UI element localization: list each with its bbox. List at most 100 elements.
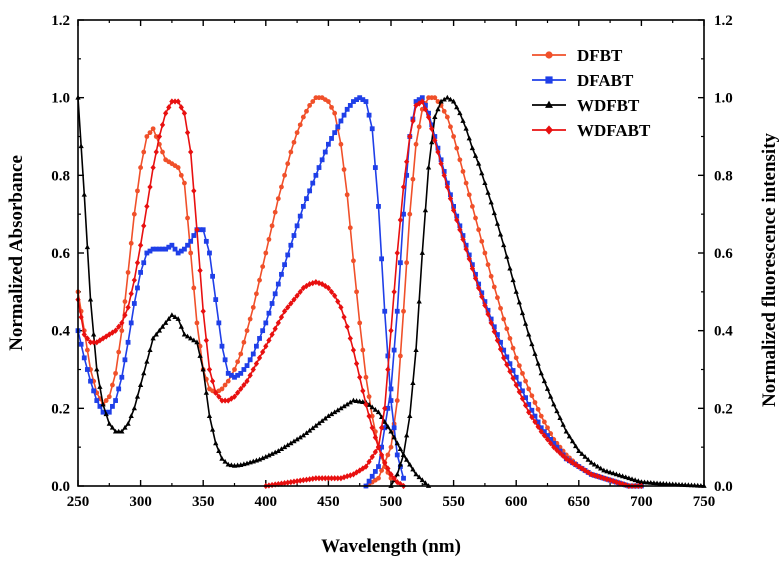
data-point — [379, 444, 385, 450]
data-point — [275, 196, 281, 202]
data-point — [513, 355, 519, 361]
data-point — [197, 227, 203, 233]
data-point — [454, 104, 460, 110]
data-point — [319, 418, 325, 423]
data-point — [407, 461, 413, 467]
data-point — [241, 339, 247, 345]
data-point — [419, 477, 425, 483]
data-point — [303, 476, 310, 483]
data-point — [416, 474, 422, 480]
data-point — [341, 474, 347, 481]
data-point — [160, 246, 165, 252]
legend-item-dfabt: DFABT — [532, 71, 634, 90]
data-point — [112, 327, 119, 334]
data-point — [294, 478, 300, 485]
data-point — [172, 98, 178, 105]
y-left-tick-label: 1.0 — [51, 91, 70, 107]
data-point — [125, 304, 131, 311]
data-point — [632, 477, 638, 483]
x-tick-label: 700 — [630, 494, 653, 510]
data-point — [466, 192, 472, 198]
data-point — [432, 95, 438, 101]
data-point — [354, 289, 359, 295]
data-point — [466, 252, 472, 258]
legend-marker — [545, 125, 553, 135]
x-tick-label: 450 — [317, 494, 340, 510]
data-point — [294, 223, 300, 229]
data-point — [404, 432, 410, 438]
data-point — [447, 96, 454, 102]
data-point — [435, 145, 441, 151]
data-point — [332, 110, 338, 116]
data-point — [629, 476, 635, 482]
data-point — [482, 299, 488, 304]
data-point — [141, 260, 147, 266]
data-point — [150, 246, 156, 252]
data-point — [300, 284, 306, 292]
data-point — [385, 405, 391, 411]
data-point — [231, 393, 238, 400]
data-point — [495, 295, 500, 301]
data-point — [357, 374, 363, 381]
data-point — [376, 475, 381, 481]
data-point — [266, 310, 272, 316]
data-point — [507, 361, 513, 367]
data-point — [519, 310, 526, 316]
data-point — [516, 381, 522, 387]
data-point — [382, 405, 388, 412]
data-point — [532, 400, 538, 405]
data-point — [526, 402, 532, 407]
data-point — [444, 183, 450, 191]
data-point — [378, 424, 385, 431]
data-point — [491, 324, 497, 330]
data-point — [291, 438, 297, 444]
data-point — [366, 394, 372, 400]
data-point — [460, 233, 466, 238]
data-point — [388, 386, 394, 392]
data-point — [288, 478, 294, 486]
data-point — [88, 378, 93, 384]
data-point — [184, 333, 191, 339]
data-point — [116, 349, 122, 355]
data-point — [200, 366, 206, 372]
data-point — [441, 108, 447, 114]
data-point — [504, 354, 510, 360]
data-point — [541, 419, 547, 425]
data-point — [197, 267, 203, 274]
data-point — [260, 455, 266, 461]
data-point — [510, 345, 516, 351]
data-point — [175, 98, 181, 105]
data-point — [407, 211, 413, 217]
data-point — [288, 300, 294, 307]
data-point — [457, 223, 463, 229]
data-point — [394, 308, 400, 314]
data-point — [150, 164, 156, 171]
data-point — [81, 191, 87, 197]
data-point — [294, 436, 300, 442]
data-point — [272, 325, 278, 332]
data-point — [472, 153, 479, 158]
data-point — [422, 207, 429, 213]
data-point — [607, 477, 613, 484]
data-point — [523, 395, 528, 401]
data-point — [516, 299, 522, 305]
data-point — [232, 374, 237, 380]
data-point — [194, 320, 200, 326]
data-point — [203, 389, 209, 395]
data-point — [557, 449, 563, 457]
data-point — [213, 440, 219, 446]
data-point — [372, 165, 378, 170]
data-point — [322, 475, 328, 482]
data-point — [94, 398, 100, 403]
data-point — [131, 211, 137, 217]
data-point — [582, 453, 588, 459]
data-point — [391, 475, 397, 482]
data-point — [269, 223, 275, 229]
data-point — [291, 139, 297, 145]
data-point — [194, 339, 200, 345]
data-point — [441, 172, 447, 179]
data-point — [369, 473, 375, 479]
data-point — [97, 403, 103, 409]
data-point — [225, 370, 231, 376]
data-point — [144, 203, 150, 210]
